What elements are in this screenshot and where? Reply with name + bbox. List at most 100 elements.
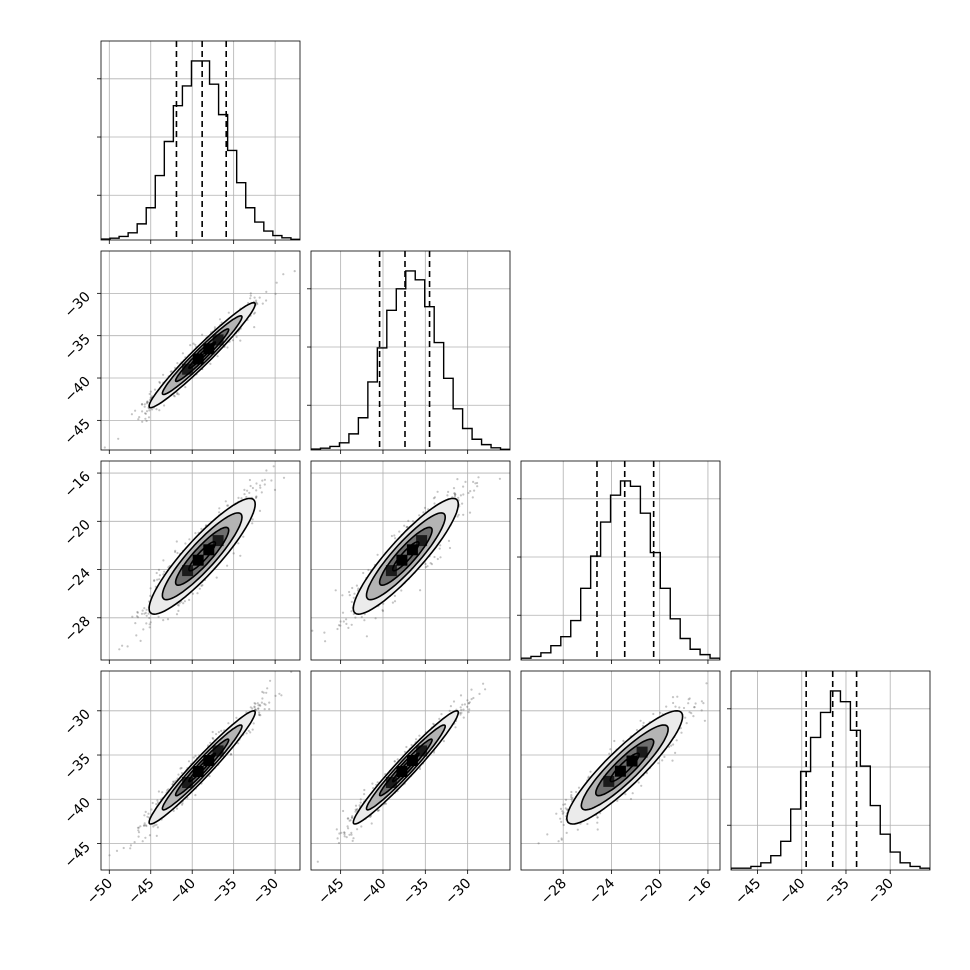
sample-point <box>258 296 261 299</box>
sample-point <box>156 826 159 829</box>
sample-point <box>324 640 327 643</box>
sample-point <box>351 815 354 818</box>
sample-point <box>659 711 662 714</box>
sample-point <box>243 488 246 491</box>
sample-point <box>663 755 666 759</box>
sample-point <box>637 781 640 784</box>
sample-point <box>376 553 379 556</box>
sample-point <box>293 270 296 273</box>
sample-point <box>162 559 165 562</box>
sample-point <box>263 708 266 711</box>
sample-point <box>161 791 164 794</box>
sample-point <box>608 752 611 755</box>
sample-point <box>148 409 151 412</box>
sample-point <box>174 550 177 554</box>
sample-point <box>670 744 673 747</box>
sample-point <box>143 403 146 406</box>
sample-point <box>252 312 256 315</box>
sample-point <box>145 419 148 423</box>
sample-point <box>560 820 563 824</box>
sample-point <box>576 828 579 831</box>
sample-point <box>561 812 564 815</box>
sample-point <box>665 705 668 708</box>
sample-point <box>680 731 683 734</box>
sample-point <box>280 694 283 697</box>
sample-point <box>158 409 161 412</box>
density-peak-cell <box>396 766 408 777</box>
sample-point <box>350 833 353 836</box>
sample-point <box>130 413 133 416</box>
sample-point <box>198 587 201 590</box>
sample-point <box>194 343 197 346</box>
sample-point <box>453 495 457 498</box>
sample-point <box>251 707 254 710</box>
sample-point <box>478 692 481 696</box>
sample-point <box>274 694 277 698</box>
sample-point <box>177 393 180 396</box>
sample-point <box>440 713 443 716</box>
sample-point <box>251 728 254 731</box>
sample-point <box>405 526 408 529</box>
sample-point <box>575 790 578 794</box>
density-peak-cell <box>406 755 418 766</box>
sample-point <box>436 557 439 561</box>
sample-point <box>260 491 263 494</box>
contour-line <box>352 497 460 616</box>
sample-point <box>166 789 169 792</box>
sample-point <box>118 648 121 651</box>
sample-point <box>260 701 263 704</box>
sample-point <box>263 483 266 486</box>
sample-point <box>438 547 441 550</box>
sample-point <box>432 497 435 500</box>
sample-point <box>467 491 470 495</box>
density-peak-cell <box>203 343 215 355</box>
sample-point <box>454 726 457 729</box>
sample-point <box>343 833 346 836</box>
sample-point <box>348 590 351 594</box>
sample-point <box>702 702 705 705</box>
panel-3-2: −28 −24 −20 −16 <box>520 660 745 908</box>
sample-point <box>182 602 185 605</box>
sample-point <box>248 491 251 494</box>
sample-point <box>472 696 475 700</box>
sample-point <box>743 660 745 662</box>
sample-point <box>175 613 179 616</box>
sample-point <box>201 333 204 336</box>
sample-point <box>144 824 147 827</box>
sample-point <box>149 587 152 590</box>
sample-point <box>472 480 475 483</box>
sample-point <box>311 629 314 632</box>
y-tick-label: −30 <box>62 289 94 321</box>
sample-point <box>155 408 158 411</box>
sample-point <box>564 807 567 810</box>
sample-point <box>559 807 563 811</box>
sample-point <box>145 622 148 625</box>
sample-point <box>237 742 240 745</box>
sample-point <box>471 496 474 499</box>
contour-line <box>352 709 460 825</box>
sample-point <box>635 728 639 732</box>
x-tick-label: −30 <box>442 876 474 908</box>
sample-point <box>622 739 625 743</box>
panel-grid <box>101 671 300 870</box>
sample-point <box>461 703 464 706</box>
sample-point <box>108 854 111 857</box>
sample-point <box>142 824 146 827</box>
sample-point <box>688 711 691 714</box>
sample-point <box>348 833 351 836</box>
sample-point <box>194 754 197 758</box>
x-tick-label: −20 <box>634 876 666 908</box>
sample-point <box>166 618 170 621</box>
sample-point <box>671 759 674 762</box>
sample-point <box>405 745 408 749</box>
sample-point <box>454 493 457 496</box>
sample-point <box>129 844 132 847</box>
sample-point <box>258 509 262 512</box>
sample-point <box>411 520 415 523</box>
sample-point <box>346 817 349 820</box>
sample-point <box>264 703 267 706</box>
sample-point <box>268 701 271 704</box>
sample-point <box>363 788 366 792</box>
y-tick-label: −16 <box>62 469 94 501</box>
contour-line <box>174 526 230 587</box>
